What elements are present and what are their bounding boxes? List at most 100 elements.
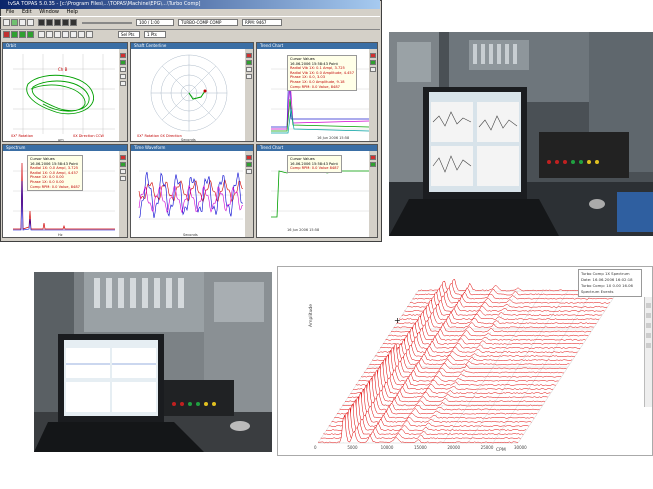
spectrum-side-buttons	[119, 151, 127, 237]
side-btn[interactable]	[370, 67, 376, 72]
waveform-plot: Seconds	[131, 151, 247, 238]
open-icon[interactable]	[19, 19, 26, 26]
side-btn[interactable]	[120, 169, 126, 174]
waveform-line-red	[139, 180, 243, 201]
trend2-line	[271, 169, 369, 217]
green-icon[interactable]	[11, 31, 18, 38]
waterfall-x-label: CPM	[496, 447, 506, 453]
menu-edit[interactable]: Edit	[22, 9, 32, 15]
side-btn-red[interactable]	[370, 53, 376, 58]
tool-btn[interactable]	[646, 333, 651, 338]
waterfall-x-tick: 25000	[481, 445, 494, 450]
shaft-centerline-panel: Shaft Centerline 0X° Rotation 0X Directi…	[130, 42, 254, 142]
side-btn[interactable]	[246, 169, 252, 174]
fast-forward-icon[interactable]	[62, 19, 69, 26]
cursor-line: Comp RPM: 0.0 Value, 8487	[290, 85, 354, 90]
spectrum-x-label: Hz	[58, 233, 63, 237]
orbit-trace	[27, 75, 94, 114]
side-btn-green[interactable]	[370, 60, 376, 65]
centerline-point	[204, 90, 207, 93]
cursor-values-box-3: Cursor Values 16.06.2006 15:58:43 Point …	[287, 155, 342, 173]
save-icon[interactable]	[27, 19, 34, 26]
waveform-x-label: Seconds	[183, 233, 198, 237]
centerline-side-buttons	[245, 49, 253, 141]
orbit-footer-left: 0X° Rotation	[11, 134, 33, 138]
side-btn-red[interactable]	[120, 155, 126, 160]
menu-window[interactable]: Window	[39, 9, 59, 15]
tool-btn[interactable]	[646, 313, 651, 318]
side-btn-green[interactable]	[120, 162, 126, 167]
zoom-icon[interactable]	[38, 31, 45, 38]
cursor-values-box-2: Cursor Values 16.06.2006 15:58:43 Point …	[27, 155, 83, 191]
waterfall-x-tick: 5000	[347, 445, 358, 450]
trend2-time-label: 16 Jun 2006 15:58	[287, 228, 319, 232]
side-btn-red[interactable]	[246, 53, 252, 58]
tool-btn[interactable]	[646, 323, 651, 328]
side-btn[interactable]	[120, 176, 126, 181]
cursor-line: Comp RPM: 0.0 Value 8487	[290, 166, 339, 171]
export-icon[interactable]	[78, 31, 85, 38]
end-icon[interactable]	[70, 19, 77, 26]
waterfall-x-tick: 20000	[447, 445, 460, 450]
grid-icon[interactable]	[54, 31, 61, 38]
side-btn-red[interactable]	[120, 53, 126, 58]
trend-panel: Trend Chart 16 Jun 2006 15:58 Cursor Val…	[256, 42, 378, 142]
menu-file[interactable]: File	[6, 9, 14, 15]
new-icon[interactable]	[3, 19, 10, 26]
side-btn[interactable]	[246, 74, 252, 79]
side-btn[interactable]	[120, 81, 126, 86]
side-btn[interactable]	[246, 67, 252, 72]
trend-line-cyan	[271, 109, 369, 133]
side-btn-green[interactable]	[246, 162, 252, 167]
centerline-footer: 0X° Rotation 0X Direction	[137, 134, 182, 138]
tool-btn[interactable]	[646, 343, 651, 348]
waterfall-cursor-marker: +	[394, 316, 401, 325]
settings-icon[interactable]	[70, 31, 77, 38]
trend2-side-buttons	[369, 151, 377, 237]
speed-field[interactable]: 100 / 1:00	[136, 19, 174, 26]
orbit-footer-right: 0X Direction CCW	[73, 134, 105, 138]
side-btn-red[interactable]	[370, 155, 376, 160]
photo-laptop-rack-art	[34, 272, 272, 452]
centerline-plot: 0X° Rotation 0X Direction Seconds	[131, 49, 247, 142]
side-btn[interactable]	[120, 67, 126, 72]
side-btn-green[interactable]	[120, 60, 126, 65]
waterfall-side-toolbar	[644, 297, 652, 407]
record-icon[interactable]	[3, 31, 10, 38]
cursor-values-box: Cursor Values 16.06.2006 15:58:43 Point …	[287, 55, 357, 91]
green-icon-2[interactable]	[19, 31, 26, 38]
machine-field[interactable]: TURBO-COMP COMP	[178, 19, 238, 26]
trend-panel-2: Trend Chart 16 Jun 2006 15:58 Cursor Val…	[256, 144, 378, 238]
play-icon[interactable]	[11, 19, 18, 26]
help-icon[interactable]	[86, 31, 93, 38]
photo-laptop-switchroom-art	[389, 32, 653, 236]
waveform-side-buttons	[245, 151, 253, 237]
print-icon[interactable]	[62, 31, 69, 38]
photo-laptop-switchroom	[389, 32, 653, 236]
menu-bar: File Edit Window Help	[0, 9, 380, 16]
dropdown-2[interactable]: 1 Pts	[144, 31, 166, 38]
side-btn[interactable]	[120, 74, 126, 79]
menu-help[interactable]: Help	[67, 9, 78, 15]
window-title: tvSA TOPAS 5.0.35 - [c:\Program Files\..…	[0, 0, 380, 9]
side-btn-red[interactable]	[246, 155, 252, 160]
centerline-x-label: Seconds	[181, 138, 196, 142]
waterfall-x-tick: 10000	[381, 445, 394, 450]
toolbar: 100 / 1:00 TURBO-COMP COMP RPM: 9467	[0, 16, 380, 30]
green-icon-3[interactable]	[27, 31, 34, 38]
side-btn-green[interactable]	[370, 162, 376, 167]
rewind-icon[interactable]	[38, 19, 45, 26]
waterfall-legend: Turbo Comp 1X Spectrum Date: 16.06.2006 …	[578, 269, 642, 297]
cursor-icon[interactable]	[46, 31, 53, 38]
waterfall-window: 0 5000 10000 15000 20000 25000 30000 CPM Ampli…	[277, 266, 653, 456]
play-forward-icon[interactable]	[54, 19, 61, 26]
waterfall-x-tick: 30000	[514, 445, 527, 450]
timeline-slider[interactable]	[82, 22, 132, 24]
side-btn-green[interactable]	[246, 60, 252, 65]
tool-btn[interactable]	[646, 303, 651, 308]
dropdown-1[interactable]: Sel Pts	[118, 31, 140, 38]
orbit-x-label: µm	[58, 138, 64, 142]
step-back-icon[interactable]	[46, 19, 53, 26]
spectrum-panel: Spectrum Hz Cursor Values 16.06.2006 15:…	[2, 144, 128, 238]
trend-time-label: 16 Jun 2006 15:58	[317, 136, 349, 140]
